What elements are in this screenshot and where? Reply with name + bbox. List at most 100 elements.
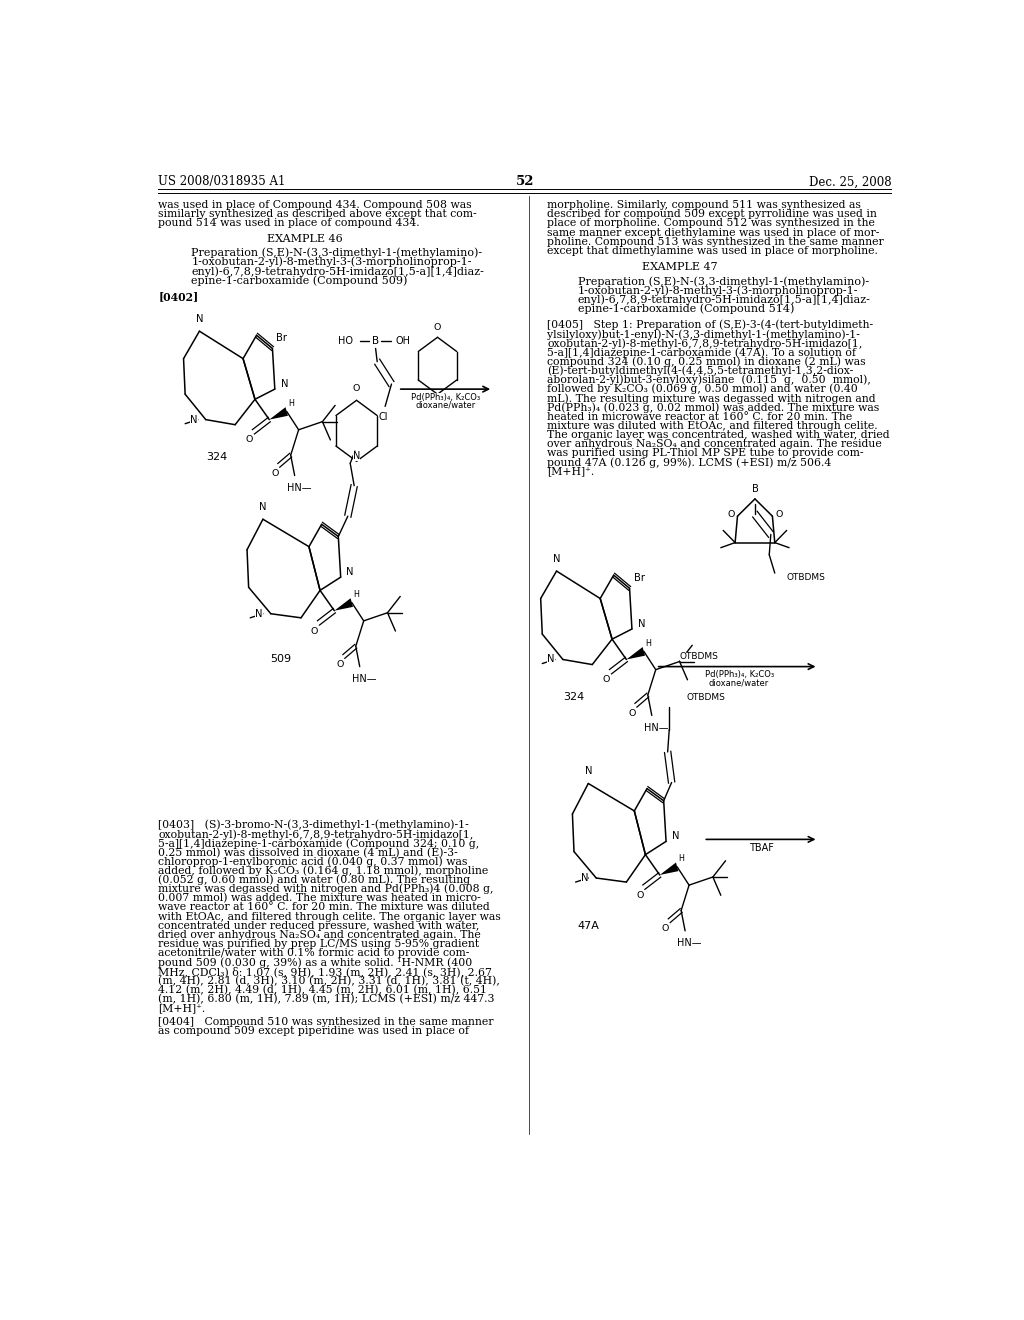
Text: OTBDMS: OTBDMS [786, 573, 825, 582]
Text: N: N [196, 314, 203, 323]
Text: TBAF: TBAF [749, 842, 774, 853]
Text: B: B [752, 483, 759, 494]
Text: described for compound 509 except pyrrolidine was used in: described for compound 509 except pyrrol… [547, 210, 877, 219]
Text: 509: 509 [269, 655, 291, 664]
Polygon shape [334, 598, 353, 611]
Text: H: H [678, 854, 684, 863]
Text: 1-oxobutan-2-yl)-8-methyl-3-(3-morpholinoprop-1-: 1-oxobutan-2-yl)-8-methyl-3-(3-morpholin… [191, 257, 472, 268]
Text: heated in microwave reactor at 160° C. for 20 min. The: heated in microwave reactor at 160° C. f… [547, 412, 852, 421]
Text: N: N [346, 568, 354, 577]
Text: N: N [259, 502, 266, 512]
Text: [M+H]⁺.: [M+H]⁺. [547, 466, 594, 477]
Text: compound 324 (0.10 g, 0.25 mmol) in dioxane (2 mL) was: compound 324 (0.10 g, 0.25 mmol) in diox… [547, 356, 865, 367]
Text: ylsilyloxy)but-1-enyl)-N-(3,3-dimethyl-1-(methylamino)-1-: ylsilyloxy)but-1-enyl)-N-(3,3-dimethyl-1… [547, 329, 860, 339]
Text: Pd(PPh₃)₄, K₂CO₃: Pd(PPh₃)₄, K₂CO₃ [411, 393, 480, 401]
Text: residue was purified by prep LC/MS using 5-95% gradient: residue was purified by prep LC/MS using… [158, 939, 479, 949]
Text: N: N [585, 767, 592, 776]
Text: was purified using PL-Thiol MP SPE tube to provide com-: was purified using PL-Thiol MP SPE tube … [547, 449, 863, 458]
Text: N: N [255, 609, 263, 619]
Text: was used in place of Compound 434. Compound 508 was: was used in place of Compound 434. Compo… [158, 201, 472, 210]
Text: HN—: HN— [644, 722, 669, 733]
Text: 324: 324 [206, 453, 227, 462]
Text: H: H [645, 639, 650, 648]
Polygon shape [269, 407, 288, 420]
Text: N: N [281, 379, 288, 389]
Text: mixture was degassed with nitrogen and Pd(PPh₃)4 (0.008 g,: mixture was degassed with nitrogen and P… [158, 884, 494, 895]
Text: (0.052 g, 0.60 mmol) and water (0.80 mL). The resulting: (0.052 g, 0.60 mmol) and water (0.80 mL)… [158, 875, 470, 886]
Text: 47A: 47A [578, 921, 599, 931]
Text: H: H [288, 399, 294, 408]
Text: 5-a][1,4]diazepine-1-carboxamide (47A). To a solution of: 5-a][1,4]diazepine-1-carboxamide (47A). … [547, 347, 856, 358]
Text: [0402]: [0402] [158, 292, 199, 302]
Text: oxobutan-2-yl)-8-methyl-6,7,8,9-tetrahydro-5H-imidazo[1,: oxobutan-2-yl)-8-methyl-6,7,8,9-tetrahyd… [158, 829, 473, 840]
Text: HN—: HN— [287, 483, 311, 492]
Text: acetonitrile/water with 0.1% formic acid to provide com-: acetonitrile/water with 0.1% formic acid… [158, 948, 470, 958]
Text: N: N [581, 873, 588, 883]
Text: O: O [311, 627, 318, 635]
Text: Preparation (S,E)-N-(3,3-dimethyl-1-(methylamino)-: Preparation (S,E)-N-(3,3-dimethyl-1-(met… [578, 276, 869, 286]
Text: epine-1-carboxamide (Compound 514): epine-1-carboxamide (Compound 514) [578, 304, 795, 314]
Text: O: O [353, 384, 360, 392]
Text: Pd(PPh₃)₄, K₂CO₃: Pd(PPh₃)₄, K₂CO₃ [705, 671, 774, 680]
Text: N: N [190, 414, 198, 425]
Text: epine-1-carboxamide (Compound 509): epine-1-carboxamide (Compound 509) [191, 275, 408, 285]
Text: O: O [775, 510, 782, 519]
Text: Br: Br [634, 573, 644, 583]
Text: [0403]   (S)-3-bromo-N-(3,3-dimethyl-1-(methylamino)-1-: [0403] (S)-3-bromo-N-(3,3-dimethyl-1-(me… [158, 820, 469, 830]
Text: with EtOAc, and filtered through celite. The organic layer was: with EtOAc, and filtered through celite.… [158, 912, 501, 921]
Text: dioxane/water: dioxane/water [416, 401, 475, 411]
Text: chloroprop-1-enylboronic acid (0.040 g, 0.37 mmol) was: chloroprop-1-enylboronic acid (0.040 g, … [158, 857, 468, 867]
Text: US 2008/0318935 A1: US 2008/0318935 A1 [158, 176, 286, 189]
Text: O: O [246, 436, 253, 445]
Text: 5-a][1,4]diazepine-1-carboxamide (Compound 324; 0.10 g,: 5-a][1,4]diazepine-1-carboxamide (Compou… [158, 838, 479, 849]
Polygon shape [627, 647, 645, 660]
Text: Pd(PPh₃)₄ (0.023 g, 0.02 mmol) was added. The mixture was: Pd(PPh₃)₄ (0.023 g, 0.02 mmol) was added… [547, 403, 880, 413]
Text: similarly synthesized as described above except that com-: similarly synthesized as described above… [158, 210, 477, 219]
Text: O: O [636, 891, 643, 900]
Text: N: N [547, 655, 555, 664]
Text: HN: HN [430, 401, 444, 411]
Text: [0405]   Step 1: Preparation of (S,E)-3-(4-(tert-butyldimeth-: [0405] Step 1: Preparation of (S,E)-3-(4… [547, 319, 873, 330]
Text: Br: Br [276, 334, 288, 343]
Text: O: O [662, 924, 669, 933]
Text: O: O [629, 709, 636, 718]
Text: mixture was diluted with EtOAc, and filtered through celite.: mixture was diluted with EtOAc, and filt… [547, 421, 878, 430]
Text: 0.25 mmol) was dissolved in dioxane (4 mL) and (E)-3-: 0.25 mmol) was dissolved in dioxane (4 m… [158, 847, 458, 858]
Text: HN—: HN— [677, 939, 701, 948]
Text: pound 509 (0.030 g, 39%) as a white solid. ¹H-NMR (400: pound 509 (0.030 g, 39%) as a white soli… [158, 957, 472, 968]
Text: Preparation (S,E)-N-(3,3-dimethyl-1-(methylamino)-: Preparation (S,E)-N-(3,3-dimethyl-1-(met… [191, 248, 482, 259]
Text: pound 47A (0.126 g, 99%). LCMS (+ESI) m/z 506.4: pound 47A (0.126 g, 99%). LCMS (+ESI) m/… [547, 457, 831, 467]
Text: N: N [553, 554, 560, 564]
Text: O: O [271, 469, 279, 478]
Text: followed by K₂CO₃ (0.069 g, 0.50 mmol) and water (0.40: followed by K₂CO₃ (0.069 g, 0.50 mmol) a… [547, 384, 858, 395]
Text: wave reactor at 160° C. for 20 min. The mixture was diluted: wave reactor at 160° C. for 20 min. The … [158, 903, 489, 912]
Text: N: N [672, 832, 679, 841]
Text: place of morpholine. Compound 512 was synthesized in the: place of morpholine. Compound 512 was sy… [547, 218, 874, 228]
Text: OTBDMS: OTBDMS [680, 652, 719, 661]
Text: as compound 509 except piperidine was used in place of: as compound 509 except piperidine was us… [158, 1027, 469, 1036]
Text: N: N [638, 619, 645, 628]
Text: (E)-tert-butyldimethyl(4-(4,4,5,5-tetramethyl-1,3,2-diox-: (E)-tert-butyldimethyl(4-(4,4,5,5-tetram… [547, 366, 853, 376]
Text: (m, 4H), 2.81 (d, 3H), 3.10 (m, 2H), 3.31 (d, 1H), 3.81 (t, 4H),: (m, 4H), 2.81 (d, 3H), 3.10 (m, 2H), 3.3… [158, 975, 500, 986]
Text: dioxane/water: dioxane/water [709, 678, 769, 688]
Text: O: O [727, 510, 735, 519]
Text: enyl)-6,7,8,9-tetrahydro-5H-imidazo[1,5-a][1,4]diaz-: enyl)-6,7,8,9-tetrahydro-5H-imidazo[1,5-… [191, 265, 484, 276]
Text: enyl)-6,7,8,9-tetrahydro-5H-imidazo[1,5-a][1,4]diaz-: enyl)-6,7,8,9-tetrahydro-5H-imidazo[1,5-… [578, 294, 870, 305]
Polygon shape [659, 862, 678, 875]
Text: EXAMPLE 47: EXAMPLE 47 [642, 263, 718, 272]
Text: HO: HO [338, 337, 353, 346]
Text: aborolan-2-yl)but-3-enyloxy)silane  (0.115  g,  0.50  mmol),: aborolan-2-yl)but-3-enyloxy)silane (0.11… [547, 375, 870, 385]
Text: H: H [353, 590, 358, 599]
Text: O: O [434, 322, 441, 331]
Text: morpholine. Similarly, compound 511 was synthesized as: morpholine. Similarly, compound 511 was … [547, 201, 861, 210]
Text: Dec. 25, 2008: Dec. 25, 2008 [809, 176, 892, 189]
Text: O: O [603, 676, 610, 684]
Text: 52: 52 [515, 176, 535, 189]
Text: B: B [372, 337, 379, 346]
Text: MHz, CDCl₃) δ: 1.07 (s, 9H), 1.93 (m, 2H), 2.41 (s, 3H), 2.67: MHz, CDCl₃) δ: 1.07 (s, 9H), 1.93 (m, 2H… [158, 966, 492, 977]
Text: N: N [353, 451, 360, 461]
Text: concentrated under reduced pressure, washed with water,: concentrated under reduced pressure, was… [158, 921, 479, 931]
Text: mL). The resulting mixture was degassed with nitrogen and: mL). The resulting mixture was degassed … [547, 393, 876, 404]
Text: EXAMPLE 46: EXAMPLE 46 [267, 234, 343, 244]
Text: dried over anhydrous Na₂SO₄ and concentrated again. The: dried over anhydrous Na₂SO₄ and concentr… [158, 929, 481, 940]
